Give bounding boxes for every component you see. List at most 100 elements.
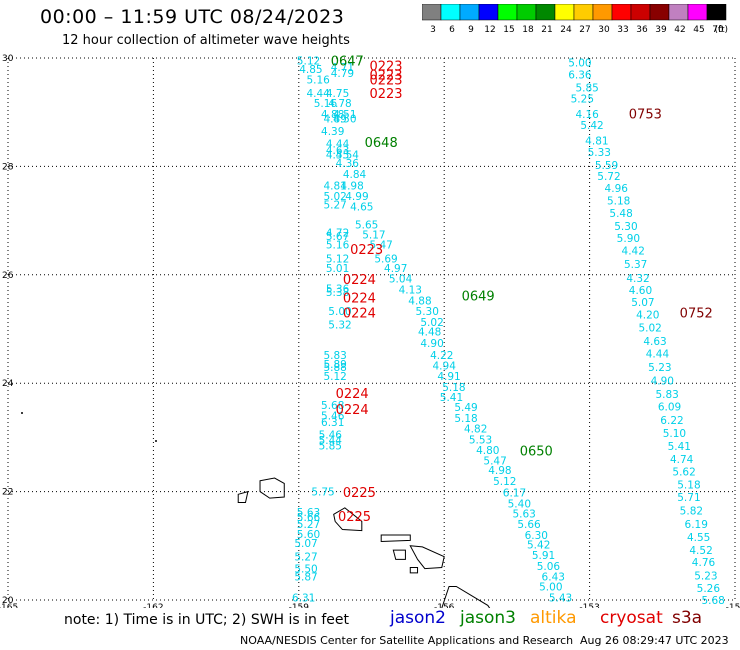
pass-time-label: 0224 bbox=[336, 387, 369, 402]
colorbar-label-14: 45 bbox=[693, 25, 704, 34]
wave-height-value: 6.31 bbox=[292, 592, 315, 604]
wave-height-value: 5.85 bbox=[319, 441, 342, 453]
wave-height-value: 5.41 bbox=[668, 441, 691, 453]
pass-time-label: 0753 bbox=[629, 107, 662, 122]
wave-height-value: 6.09 bbox=[658, 402, 681, 414]
colorbar-label-11: 36 bbox=[636, 25, 648, 34]
wave-height-value: 5.60 bbox=[297, 529, 320, 541]
wave-height-value: 4.60 bbox=[629, 285, 652, 297]
wave-height-value: 5.37 bbox=[624, 259, 647, 271]
wave-height-value: 6.43 bbox=[542, 572, 565, 584]
wave-height-value: 4.81 bbox=[323, 180, 346, 192]
lat-label: 28 bbox=[2, 162, 14, 172]
wave-height-value: 5.68 bbox=[701, 595, 724, 607]
wave-height-value: 5.67 bbox=[326, 231, 349, 243]
wave-height-value: 4.79 bbox=[331, 68, 354, 80]
wave-height-value: 6.36 bbox=[568, 69, 592, 81]
colorbar-label-4: 15 bbox=[503, 25, 514, 34]
wave-height-value: 5.83 bbox=[655, 389, 678, 401]
wave-height-map: 302826242220-165-162-159-156-153-155.124… bbox=[0, 54, 740, 608]
wave-height-value: 5.50 bbox=[294, 564, 317, 576]
island-dot bbox=[21, 412, 23, 414]
wave-height-value: 5.65 bbox=[355, 219, 378, 231]
lon-label: -156 bbox=[434, 603, 455, 608]
pass-time-label: 0223 bbox=[369, 68, 402, 83]
colorbar-label-1: 6 bbox=[449, 25, 455, 34]
wave-height-value: 5.06 bbox=[537, 561, 561, 573]
wave-height-value: 4.39 bbox=[321, 126, 344, 138]
wave-height-value: 5.62 bbox=[672, 467, 695, 479]
island-outline-2 bbox=[333, 507, 363, 532]
track-0223: 5.124.85 4.714.795.164.444.755.164.784.88… bbox=[292, 56, 572, 605]
pass-time-label: 0223 bbox=[369, 60, 402, 75]
wave-height-value: 5.00 bbox=[539, 581, 562, 593]
wave-height-value: 5.30 bbox=[416, 306, 439, 318]
wave-height-value: 4.96 bbox=[605, 183, 629, 195]
wave-height-value: 5.26 bbox=[697, 583, 721, 595]
wave-height-value: 4.63 bbox=[326, 145, 349, 157]
lat-label: 30 bbox=[2, 54, 14, 64]
wave-height-value: 5.75 bbox=[311, 487, 334, 499]
footer-timestamp: Aug 26 08:29:47 UTC 2023 bbox=[580, 634, 729, 647]
wave-height-value: 6.22 bbox=[660, 415, 683, 427]
lat-label: 26 bbox=[2, 271, 14, 281]
wave-height-value: 4.63 bbox=[643, 336, 666, 348]
wave-height-value: 5.00 bbox=[568, 57, 591, 69]
wave-height-value: 5.12 bbox=[323, 371, 346, 383]
wave-height-value: 5.41 bbox=[440, 392, 463, 404]
legend-cryosat: cryosat bbox=[600, 608, 663, 628]
wave-height-value: 4.72 bbox=[326, 228, 349, 240]
wave-height-value: 5.66 bbox=[517, 519, 541, 531]
wave-height-value: 5.40 bbox=[508, 499, 531, 511]
wave-height-value: 5.12 bbox=[493, 476, 516, 488]
lon-label: -159 bbox=[289, 603, 310, 608]
colorbar-label-7: 24 bbox=[560, 25, 572, 34]
lon-label: -162 bbox=[143, 603, 163, 608]
pass-time-label: 0223 bbox=[369, 74, 402, 89]
wave-height-value: 4.71 bbox=[331, 62, 354, 74]
track-0752: 5.006.365.855.25 4.165.42 4.815.335.595.72… bbox=[568, 57, 725, 607]
lat-label: 24 bbox=[2, 379, 14, 389]
lon-label: -153 bbox=[579, 603, 599, 608]
wave-height-value: 5.53 bbox=[469, 435, 492, 447]
colorbar-label-15: 70 bbox=[712, 25, 724, 34]
wave-height-value: 6.31 bbox=[321, 417, 344, 429]
pass-time-label: 0223 bbox=[369, 87, 402, 102]
wave-height-value: 5.46 bbox=[319, 430, 343, 442]
wave-height-value: 4.90 bbox=[651, 375, 674, 387]
pass-time-label: 0647 bbox=[331, 55, 364, 70]
colorbar-label-9: 30 bbox=[598, 25, 610, 34]
wave-height-value: 4.97 bbox=[384, 263, 407, 275]
wave-height-value: 4.20 bbox=[636, 309, 659, 321]
wave-height-value: 4.16 bbox=[575, 109, 599, 121]
wave-height-value: 6.19 bbox=[685, 519, 708, 531]
wave-height-value: 4.81 bbox=[585, 135, 608, 147]
wave-height-value: 4.89 bbox=[323, 114, 346, 126]
colorbar-legend: 3 6 9 12 15 18 21 24 27 30 33 36 39 42 45 70(ft) bbox=[422, 4, 728, 34]
wave-height-value: 5.18 bbox=[454, 413, 477, 425]
pass-time-label: 0224 bbox=[343, 307, 376, 322]
wave-height-value: 4.88 bbox=[321, 109, 344, 121]
wave-height-value: 4.84 bbox=[343, 169, 367, 181]
colorbar-label-0: 3 bbox=[430, 25, 436, 34]
wave-height-value: 5.87 bbox=[294, 572, 317, 584]
wave-height-value: 5.42 bbox=[580, 120, 603, 132]
wave-height-value: 5.04 bbox=[389, 274, 413, 286]
wave-height-value: 5.38 bbox=[326, 287, 349, 299]
wave-height-value: 5.27 bbox=[297, 519, 320, 531]
footer-note: note: 1) Time is in UTC; 2) SWH is in fe… bbox=[64, 612, 350, 628]
wave-height-value: 5.63 bbox=[297, 507, 320, 519]
wave-height-value: 5.72 bbox=[597, 171, 620, 183]
lon-label: -165 bbox=[0, 603, 18, 608]
wave-height-value: 6.17 bbox=[503, 488, 526, 500]
wave-height-value: 5.89 bbox=[323, 359, 346, 371]
wave-height-value: 5.17 bbox=[362, 230, 385, 242]
wave-height-value: 5.18 bbox=[607, 196, 630, 208]
pass-time-label: 0224 bbox=[343, 292, 376, 307]
island-outline-0 bbox=[259, 477, 285, 499]
colorbar-label-2: 9 bbox=[468, 25, 474, 34]
wave-height-value: 5.10 bbox=[663, 428, 686, 440]
pass-time-label: 0225 bbox=[338, 510, 371, 525]
wave-height-value: 4.94 bbox=[433, 360, 457, 372]
wave-height-value: 5.33 bbox=[588, 147, 611, 159]
